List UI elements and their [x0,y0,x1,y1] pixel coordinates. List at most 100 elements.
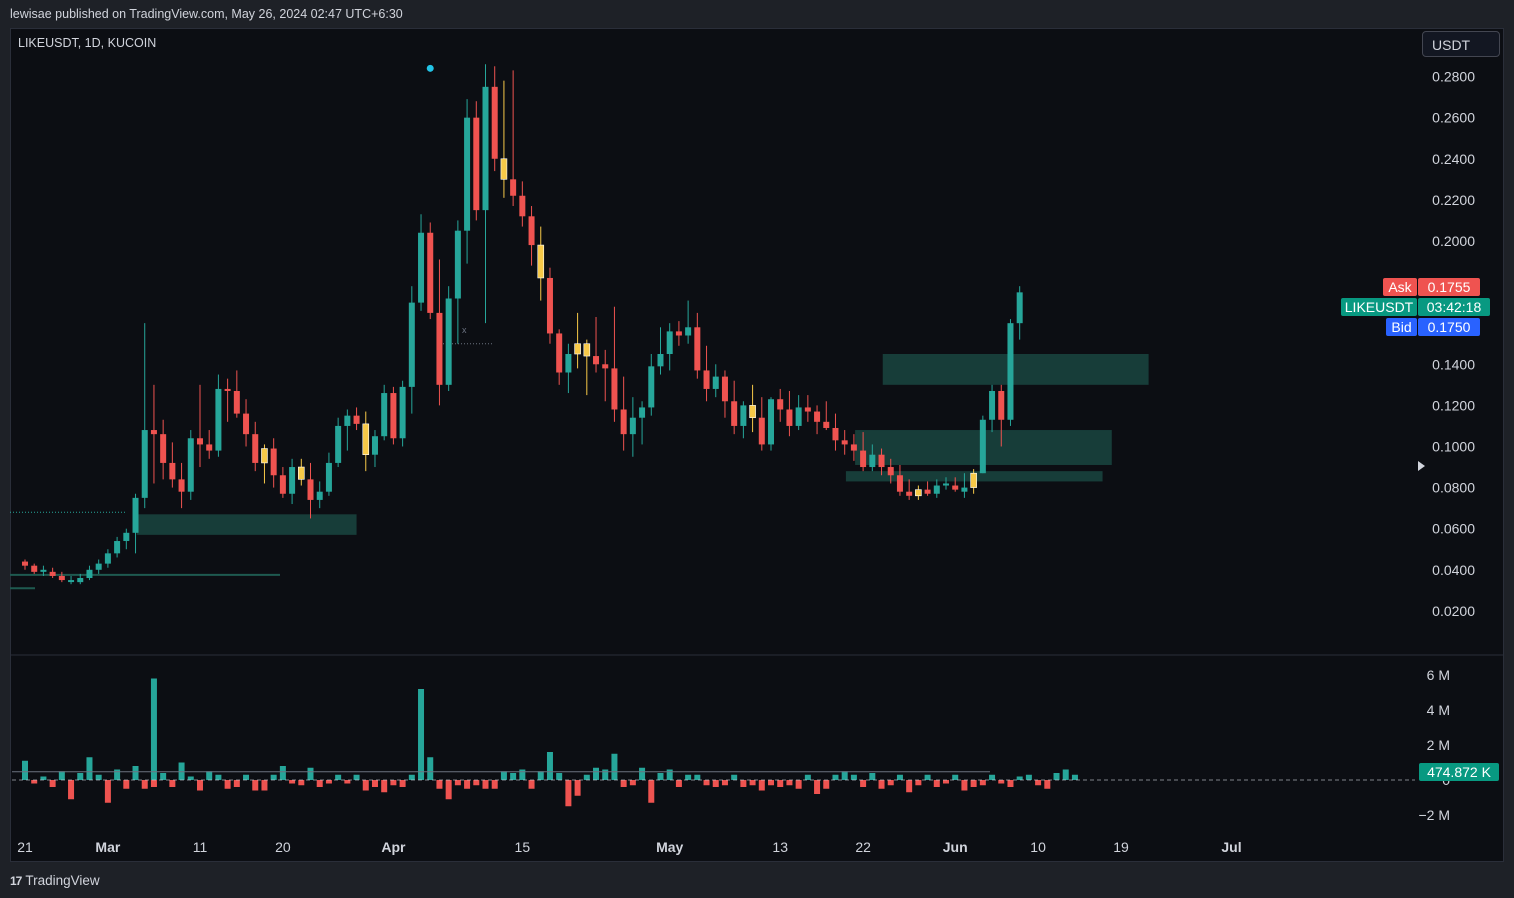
candle-body [878,454,885,468]
volume-value-label-bg [1419,763,1499,781]
x-tick-label: 20 [275,839,291,855]
candle-body [215,388,222,451]
volume-bar [104,780,111,803]
x-tick-label: 22 [855,839,871,855]
cross-marker: x [462,325,467,335]
volume-bar [519,769,526,780]
volume-value-label-text: 474.872 K [1427,764,1491,780]
y-tick-label: 0.2000 [1432,233,1475,249]
price-pointer-icon [1418,461,1425,471]
candle-body [850,444,857,451]
candle-body [77,578,84,583]
volume-bar [786,780,793,786]
footer-brand[interactable]: 17 TradingView [10,873,100,888]
candle-body [289,467,296,494]
volume-bar [500,771,507,780]
y-tick-label: 0.1400 [1432,356,1475,372]
volume-bar [749,780,756,786]
candle-body [49,571,56,576]
volume-bar [648,780,655,803]
volume-bar [1016,776,1023,780]
volume-bar [804,774,811,780]
volume-bar [943,780,949,784]
bid-label-text: Bid [1391,319,1411,335]
volume-bar [878,780,885,789]
candle-body [602,364,609,369]
candle-body [141,430,148,498]
candle-body [252,434,259,463]
candle-body [307,479,314,500]
candle-body [178,479,185,492]
volume-bar [482,780,489,789]
ask-value: 0.1755 [1418,278,1480,296]
candle-body [187,438,194,492]
volume-bar [979,780,986,786]
currency-button[interactable]: USDT [1422,31,1500,57]
candle-body [233,390,240,414]
volume-bar [841,771,848,780]
candle-body [491,86,498,159]
volume-bar [998,780,1005,784]
volume-bar [381,780,388,793]
volume-tick-label: 2 M [1427,737,1450,753]
candle-body [869,454,876,468]
volume-bar [270,774,277,780]
candle-body [832,427,839,441]
y-tick-label: 0.2600 [1432,110,1475,126]
volume-tick-label: 4 M [1427,702,1450,718]
volume-bar [970,780,977,787]
candle-body [510,179,517,196]
candle-body [58,575,65,581]
volume-bar [850,774,857,780]
ask-value-bg [1418,278,1480,296]
volume-bar [114,769,121,780]
candle-body [979,419,986,474]
volume-bar [961,780,968,791]
volume-bar [252,780,259,791]
volume-bar [989,774,996,780]
volume-bar [703,780,710,786]
candle-body [887,467,894,476]
volume-bar [896,774,903,780]
y-tick-label: 0.2200 [1432,192,1475,208]
volume-bar [49,780,56,787]
volume-bar [1071,774,1078,780]
candle-body [22,561,28,566]
volume-bar [325,780,332,784]
candle-body [565,354,572,373]
volume-bar [731,774,738,780]
volume-bar [768,780,775,786]
ask-value-text: 0.1755 [1428,279,1471,295]
volume-bar [694,774,701,780]
volume-bar [620,780,627,787]
candle-body [297,466,305,480]
bid-label: Bid [1386,318,1417,336]
x-tick-label: 21 [17,839,33,855]
order-block-zone [136,514,357,535]
candle-body [906,491,913,496]
candle-body [454,230,461,299]
volume-bar [611,753,618,780]
candle-body [583,343,591,357]
volume-bar [95,774,102,780]
volume-bar [491,780,498,789]
volume-bar [316,780,323,787]
volume-bar [344,780,351,784]
volume-bar [510,773,517,780]
volume-bar [528,780,535,789]
volume-bar [574,780,581,796]
candle-body [685,327,692,336]
candle-body [777,399,784,410]
candle-body [86,569,93,579]
volume-bar [556,773,563,780]
x-tick-label: Apr [381,839,406,855]
y-tick-label: 0.0600 [1432,521,1475,537]
volume-bar [150,678,157,780]
candle-body [933,485,940,494]
candle-body [694,327,701,371]
volume-bar [814,780,821,794]
order-block-zone [882,354,1149,385]
countdown-value: 03:42:18 [1418,298,1490,316]
countdown-value-bg [1418,298,1490,316]
